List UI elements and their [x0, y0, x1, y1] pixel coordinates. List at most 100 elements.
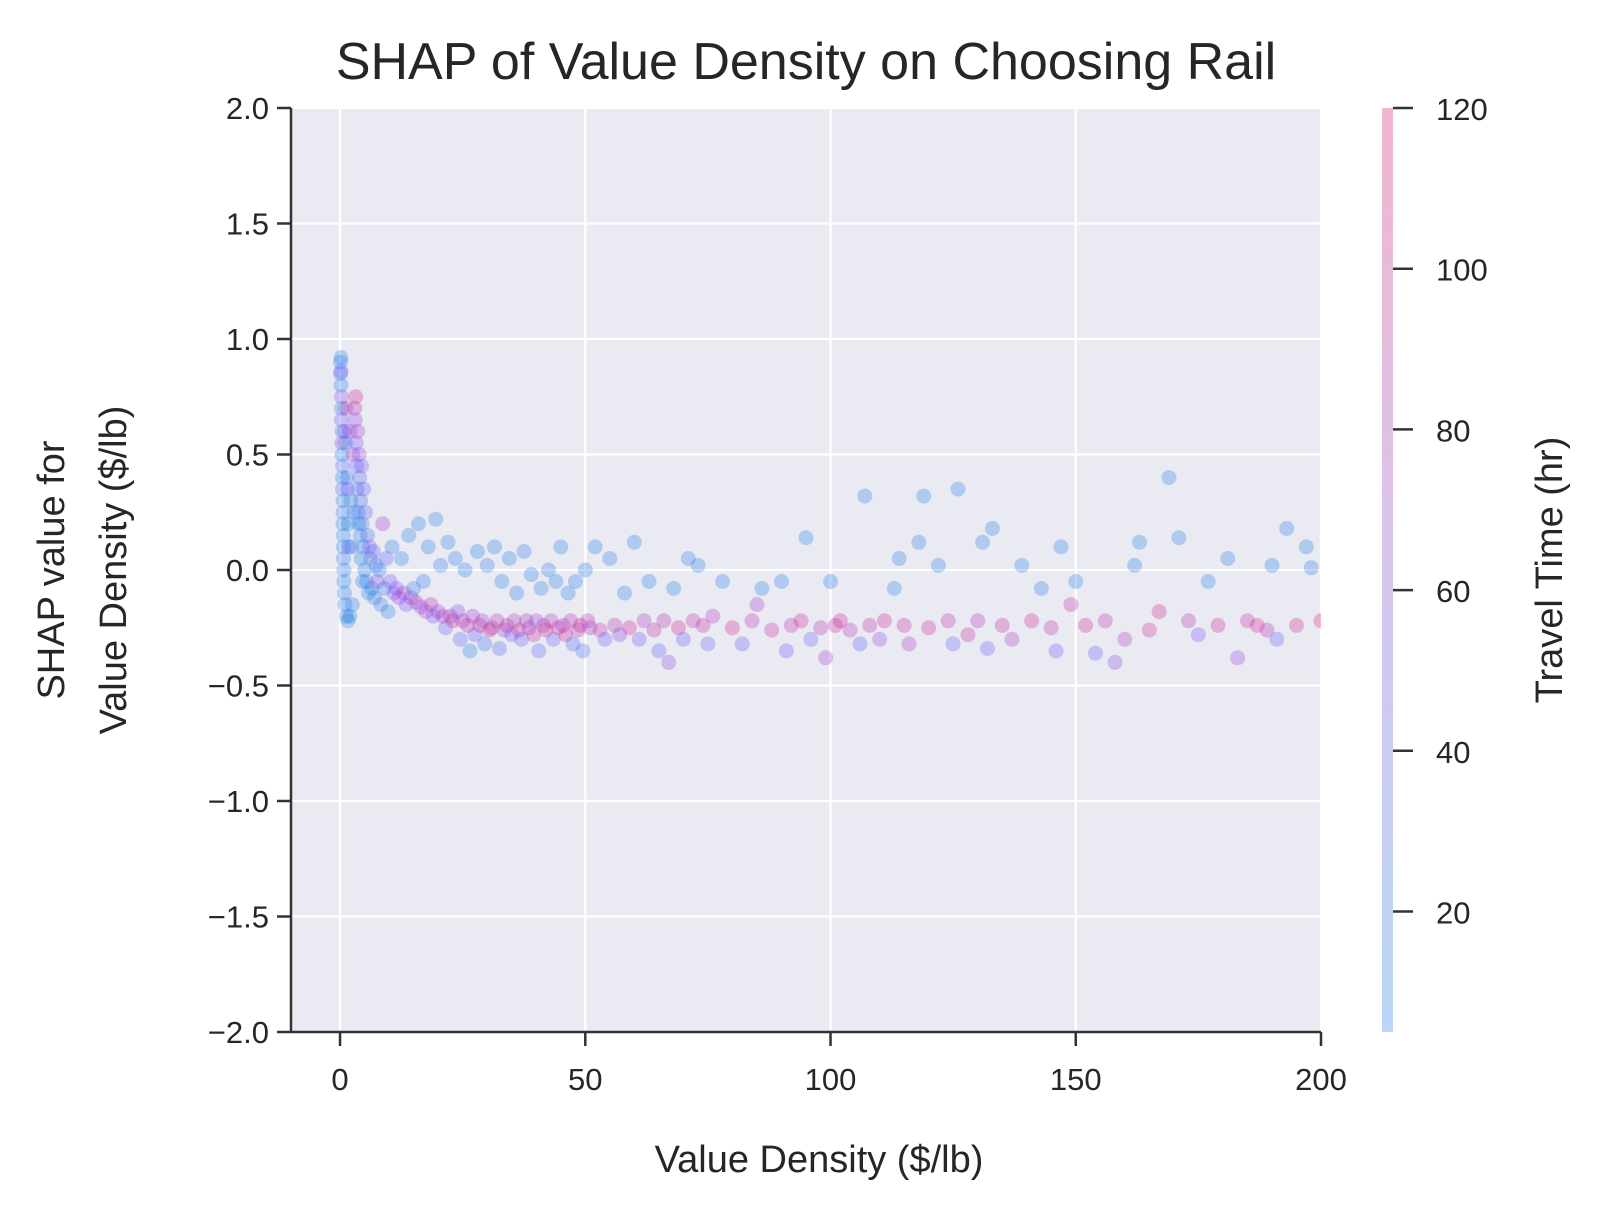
- scatter-point: [334, 400, 349, 416]
- scatter-point: [568, 574, 583, 589]
- x-tick-label: 0: [331, 1062, 348, 1097]
- scatter-point: [336, 574, 352, 589]
- scatter-point: [1181, 613, 1197, 629]
- scatter-point: [337, 597, 353, 613]
- scatter-point: [474, 613, 490, 629]
- scatter-point: [335, 470, 350, 486]
- scatter-point: [862, 617, 878, 633]
- colorbar-tick-label: 120: [1436, 92, 1488, 127]
- scatter-point: [477, 636, 493, 652]
- scatter-point: [465, 608, 480, 624]
- scatter-point: [336, 551, 351, 566]
- scatter-point: [413, 599, 429, 615]
- scatter-point: [1033, 581, 1049, 596]
- scatter-point: [1063, 597, 1079, 613]
- colorbar-tick-label: 100: [1436, 253, 1488, 288]
- scatter-point: [335, 493, 351, 509]
- y-tick-label: 1.5: [226, 207, 269, 242]
- scatter-point: [877, 613, 892, 629]
- scatter-point: [403, 590, 419, 606]
- scatter-point: [1210, 617, 1226, 633]
- colorbar-ticks: 20 40 60 80 100 120: [1393, 92, 1488, 930]
- scatter-point: [501, 551, 517, 566]
- x-tick-label: 150: [1050, 1062, 1102, 1097]
- scatter-point: [852, 636, 868, 652]
- scatter-point: [514, 631, 529, 647]
- scatter-point: [538, 622, 554, 638]
- scatter-point: [496, 622, 512, 638]
- y-tick-label: 2.0: [226, 91, 269, 126]
- scatter-point: [1151, 604, 1167, 620]
- scatter-point: [347, 412, 363, 428]
- scatter-point: [521, 620, 537, 636]
- scatter-point: [896, 617, 912, 633]
- scatter-point: [354, 516, 370, 532]
- scatter-point: [612, 627, 628, 643]
- scatter-point: [345, 447, 361, 462]
- y-tick-label: 1.0: [226, 322, 269, 357]
- scatter-point: [555, 617, 571, 633]
- scatter-point: [661, 654, 677, 670]
- scatter-point: [641, 574, 657, 589]
- scatter-point: [680, 551, 696, 566]
- scatter-point: [531, 643, 547, 659]
- scatter-point: [335, 516, 351, 532]
- scatter-point: [357, 562, 373, 578]
- y-tick-label: −1.0: [208, 784, 269, 819]
- scatter-point: [425, 608, 441, 624]
- scatter-point: [818, 650, 834, 666]
- scatter-point: [430, 604, 446, 620]
- scatter-point: [334, 435, 350, 451]
- scatter-point: [350, 504, 366, 520]
- scatter-point: [984, 520, 1000, 536]
- scatter-point: [344, 597, 360, 613]
- scatter-point: [348, 435, 364, 451]
- scatter-point: [355, 574, 371, 589]
- scatter-point: [365, 544, 381, 559]
- scatter-point: [406, 581, 422, 596]
- scatter-point: [891, 551, 907, 566]
- scatter-point: [550, 620, 566, 636]
- scatter-point: [369, 574, 385, 589]
- scatter-point: [442, 608, 458, 624]
- scatter-point: [597, 631, 613, 647]
- scatter-point: [376, 581, 392, 596]
- scatter-point: [536, 617, 552, 633]
- scatter-point: [351, 516, 367, 532]
- scatter-point: [489, 613, 505, 629]
- scatter-point: [380, 604, 396, 620]
- scatter-point: [793, 613, 809, 629]
- scatter-point: [344, 539, 360, 555]
- scatter-point: [1078, 617, 1094, 633]
- scatter-point: [734, 636, 750, 652]
- scatter-point: [901, 636, 917, 652]
- scatter-point: [340, 613, 356, 629]
- scatter-point: [602, 551, 618, 566]
- scatter-point: [1014, 557, 1030, 573]
- scatter-point: [1239, 613, 1255, 629]
- scatter-point: [1004, 631, 1020, 647]
- scatter-point: [813, 620, 829, 636]
- scatter-point: [545, 631, 561, 647]
- colorbar-tick-label: 40: [1436, 735, 1470, 770]
- scatter-point: [482, 622, 498, 638]
- scatter-point: [945, 636, 961, 652]
- scatter-point: [455, 613, 471, 629]
- scatter-point: [352, 527, 368, 543]
- scatter-point: [411, 516, 426, 532]
- scatter-point: [975, 534, 991, 550]
- scatter-point: [347, 400, 363, 416]
- scatter-point: [368, 557, 384, 573]
- chart-title: SHAP of Value Density on Choosing Rail: [336, 33, 1276, 91]
- scatter-point: [1107, 654, 1123, 670]
- scatter-point: [467, 627, 483, 643]
- scatter-point: [348, 389, 364, 405]
- scatter-point: [1161, 470, 1177, 486]
- scatter-point: [1117, 631, 1133, 647]
- scatter-point: [334, 423, 350, 439]
- scatter-point: [445, 613, 461, 629]
- x-axis-ticks: 0 50 100 150 200: [331, 1032, 1347, 1097]
- scatter-point: [346, 504, 362, 520]
- scatter-point: [1068, 574, 1084, 589]
